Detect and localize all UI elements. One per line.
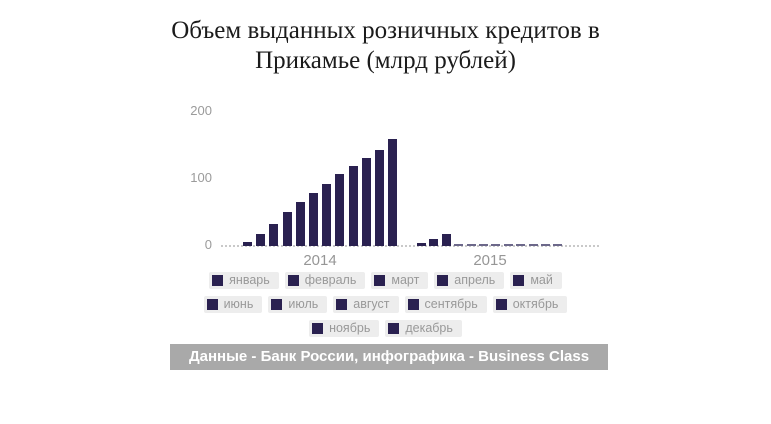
bar-2014-июнь[interactable] (309, 193, 318, 246)
bar-2015-июнь[interactable] (479, 244, 488, 246)
bar-2015-октябрь[interactable] (529, 244, 538, 246)
legend-row: июнь июль август сентябрь октябрь (0, 296, 771, 313)
legend-item-сентябрь[interactable]: сентябрь (404, 296, 487, 313)
legend-item-label: январь (229, 273, 270, 287)
legend-item-август[interactable]: август (333, 296, 399, 313)
bar-2014-октябрь[interactable] (362, 158, 371, 246)
bar-2015-ноябрь[interactable] (541, 244, 550, 246)
legend-item-октябрь[interactable]: октябрь (492, 296, 568, 313)
y-axis-tick-label-100: 100 (190, 170, 212, 185)
chart-title-line1: Объем выданных розничных кредитов в (171, 17, 600, 44)
chart-title-line2: Прикамье (млрд рублей) (255, 47, 516, 74)
legend-item-май[interactable]: май (510, 272, 562, 289)
bar-2015-март[interactable] (442, 234, 451, 246)
legend-item-июнь[interactable]: июнь (203, 296, 263, 313)
y-axis-tick-label-200: 200 (190, 103, 212, 118)
legend-item-label: октябрь (512, 297, 559, 311)
legend-item-январь[interactable]: январь (209, 272, 279, 289)
x-axis-line (221, 245, 599, 247)
legend-color-swatch (437, 275, 449, 286)
bar-2015-февраль[interactable] (429, 239, 438, 246)
source-footer: Данные - Банк России, инфографика - Busi… (170, 344, 608, 370)
legend-row: ноябрь декабрь (0, 320, 771, 337)
legend-item-label: сентябрь (424, 297, 478, 311)
legend-color-swatch (271, 299, 283, 310)
bar-2015-апрель[interactable] (454, 244, 463, 246)
legend-item-апрель[interactable]: апрель (434, 272, 505, 289)
bar-2015-август[interactable] (504, 244, 513, 246)
legend-item-label: май (530, 273, 553, 287)
bar-2014-июль[interactable] (322, 184, 331, 246)
bar-2014-январь[interactable] (243, 242, 252, 246)
legend-color-swatch (407, 299, 419, 310)
legend-item-label: декабрь (405, 321, 453, 335)
bar-2014-февраль[interactable] (256, 234, 265, 246)
legend-row: январь февраль март апрель май (0, 272, 771, 289)
legend-item-декабрь[interactable]: декабрь (385, 320, 462, 337)
legend-item-февраль[interactable]: февраль (284, 272, 366, 289)
legend-color-swatch (495, 299, 507, 310)
legend-item-label: февраль (304, 273, 357, 287)
legend-color-swatch (513, 275, 525, 286)
x-axis-label-2014: 2014 (303, 252, 337, 269)
bar-2014-декабрь[interactable] (388, 139, 397, 246)
chart-legend: январь февраль март апрель май июнь июль август… (0, 272, 771, 344)
legend-color-swatch (212, 275, 224, 286)
chart-title: Объем выданных розничных кредитов в Прика… (0, 16, 771, 76)
bar-2015-май[interactable] (467, 244, 476, 246)
legend-item-март[interactable]: март (371, 272, 429, 289)
bar-2015-сентябрь[interactable] (516, 244, 525, 246)
legend-item-label: март (391, 273, 420, 287)
legend-color-swatch (388, 323, 400, 334)
legend-color-swatch (374, 275, 386, 286)
bar-2014-сентябрь[interactable] (349, 166, 358, 246)
legend-color-swatch (287, 275, 299, 286)
legend-item-label: апрель (454, 273, 496, 287)
bar-2015-январь[interactable] (417, 243, 426, 246)
legend-item-ноябрь[interactable]: ноябрь (309, 320, 380, 337)
bar-2014-март[interactable] (269, 224, 278, 246)
x-axis-label-2015: 2015 (473, 252, 507, 269)
legend-color-swatch (336, 299, 348, 310)
bar-2014-август[interactable] (335, 174, 344, 246)
legend-item-label: июнь (223, 297, 254, 311)
legend-color-swatch (312, 323, 324, 334)
y-axis-tick-label-0: 0 (204, 237, 212, 252)
bar-2014-ноябрь[interactable] (375, 150, 384, 246)
bar-2015-декабрь[interactable] (553, 244, 562, 246)
legend-item-label: ноябрь (329, 321, 371, 335)
legend-color-swatch (206, 299, 218, 310)
bar-2014-май[interactable] (296, 202, 305, 246)
legend-item-июль[interactable]: июль (268, 296, 328, 313)
legend-item-label: июль (288, 297, 319, 311)
legend-item-label: август (353, 297, 390, 311)
bar-2014-апрель[interactable] (283, 212, 292, 246)
plot-area (218, 104, 600, 247)
bar-2015-июль[interactable] (491, 244, 500, 246)
